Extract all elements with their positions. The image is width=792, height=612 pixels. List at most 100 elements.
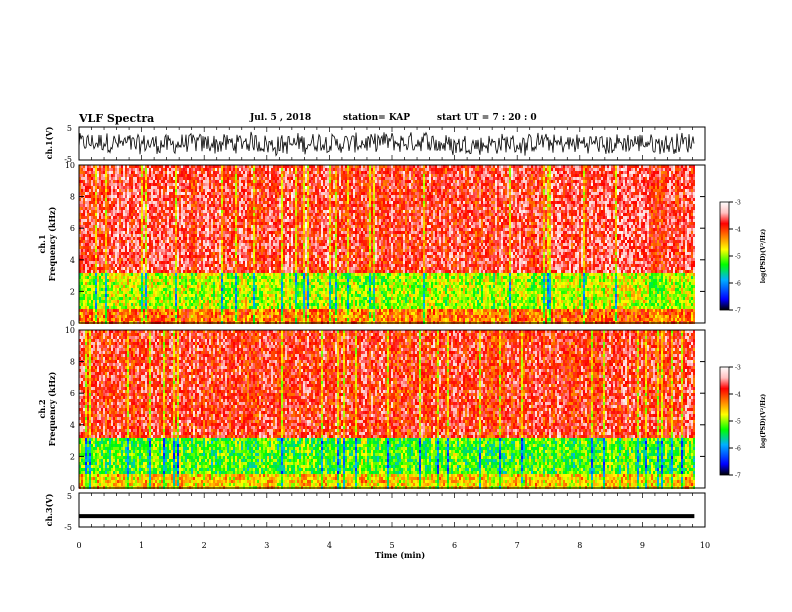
- spectrogram-cell: [161, 267, 163, 270]
- spectrogram-cell: [129, 234, 131, 237]
- spectrogram-cell: [171, 249, 173, 252]
- spectrogram-cell: [133, 312, 135, 315]
- spectrogram-cell: [183, 294, 185, 297]
- spectrogram-cell: [163, 252, 165, 255]
- spectrogram-cell: [199, 309, 201, 312]
- spectrogram-cell: [201, 213, 203, 216]
- spectrogram-cell: [99, 180, 101, 183]
- spectrogram-cell: [179, 240, 181, 243]
- spectrogram-cell: [145, 249, 147, 252]
- spectrogram-cell: [253, 255, 255, 258]
- spectrogram-cell: [99, 303, 101, 306]
- spectrogram-cell: [149, 171, 151, 174]
- spectrogram-cell: [163, 282, 165, 285]
- spectrogram-cell: [167, 243, 169, 246]
- spectrogram-cell: [221, 183, 223, 186]
- spectrogram-cell: [225, 291, 227, 294]
- spectrogram-cell: [193, 228, 195, 231]
- spectrogram-cell: [225, 294, 227, 297]
- spectrogram-cell: [125, 282, 127, 285]
- spectrogram-cell: [159, 189, 161, 192]
- spectrogram-cell: [193, 201, 195, 204]
- spectrogram-cell: [89, 297, 91, 300]
- spectrogram-cell: [107, 198, 109, 201]
- spectrogram-cell: [177, 243, 179, 246]
- spectrogram-cell: [215, 195, 217, 198]
- spectrogram-cell: [237, 255, 239, 258]
- spectrogram-cell: [219, 270, 221, 273]
- spectrogram-cell: [185, 192, 187, 195]
- spectrogram-cell: [235, 240, 237, 243]
- spectrogram-cell: [161, 291, 163, 294]
- spectrogram-cell: [131, 264, 133, 267]
- spectrogram-cell: [239, 312, 241, 315]
- spectrogram-cell: [179, 204, 181, 207]
- spectrogram-cell: [209, 240, 211, 243]
- spectrogram-cell: [175, 288, 177, 291]
- spectrogram-cell: [189, 276, 191, 279]
- spectrogram-cell: [129, 267, 131, 270]
- spectrogram-cell: [139, 222, 141, 225]
- spectrogram-cell: [243, 270, 245, 273]
- spectrogram-cell: [241, 192, 243, 195]
- spectrogram-cell: [249, 177, 251, 180]
- spectrogram-cell: [183, 228, 185, 231]
- spectrogram-cell: [165, 276, 167, 279]
- spectrogram-cell: [87, 276, 89, 279]
- spectrogram-cell: [219, 183, 221, 186]
- spectrogram-cell: [219, 294, 221, 297]
- spectrogram-cell: [119, 183, 121, 186]
- spectrogram-cell: [143, 174, 145, 177]
- spectrogram-cell: [215, 237, 217, 240]
- spectrogram-cell: [187, 189, 189, 192]
- spectrogram-cell: [155, 303, 157, 306]
- spectrogram-cell: [169, 180, 171, 183]
- spectrogram-cell: [185, 255, 187, 258]
- spectrogram-cell: [105, 207, 107, 210]
- spectrogram-cell: [231, 252, 233, 255]
- spectrogram-cell: [169, 315, 171, 318]
- spectrogram-cell: [227, 246, 229, 249]
- spectrogram-cell: [163, 219, 165, 222]
- spectrogram-cell: [229, 315, 231, 318]
- spectrogram-cell: [165, 180, 167, 183]
- spectrogram-cell: [251, 180, 253, 183]
- spectrogram-cell: [141, 231, 143, 234]
- spectrogram-cell: [85, 249, 87, 252]
- spectrogram-cell: [235, 204, 237, 207]
- spectrogram-cell: [207, 309, 209, 312]
- spectrogram-cell: [99, 210, 101, 213]
- spectrogram-cell: [229, 168, 231, 171]
- spectrogram-cell: [181, 303, 183, 306]
- spectrogram-cell: [87, 249, 89, 252]
- spectrogram-cell: [177, 294, 179, 297]
- spectrogram-cell: [169, 207, 171, 210]
- spectrogram-cell: [149, 246, 151, 249]
- spectrogram-cell: [137, 180, 139, 183]
- spectrogram-cell: [259, 258, 261, 261]
- spectrogram-cell: [143, 309, 145, 312]
- spectrogram-cell: [241, 243, 243, 246]
- spectrogram-cell: [97, 312, 99, 315]
- spectrogram-cell: [159, 234, 161, 237]
- spectrogram-cell: [157, 183, 159, 186]
- spectrogram-cell: [169, 267, 171, 270]
- spectrogram-cell: [245, 279, 247, 282]
- spectrogram-cell: [85, 246, 87, 249]
- spectrogram-cell: [241, 291, 243, 294]
- spectrogram-cell: [101, 222, 103, 225]
- spectrogram-cell: [145, 201, 147, 204]
- spectrogram-cell: [243, 177, 245, 180]
- spectrogram-cell: [135, 309, 137, 312]
- spectrogram-cell: [125, 243, 127, 246]
- spectrogram-cell: [171, 255, 173, 258]
- spectrogram-cell: [131, 279, 133, 282]
- spectrogram-cell: [193, 240, 195, 243]
- spectrogram-cell: [195, 174, 197, 177]
- spectrogram-cell: [177, 213, 179, 216]
- spectrogram-cell: [109, 171, 111, 174]
- spectrogram-cell: [215, 189, 217, 192]
- spectrogram-cell: [185, 225, 187, 228]
- spectrogram-cell: [183, 216, 185, 219]
- spectrogram-cell: [141, 222, 143, 225]
